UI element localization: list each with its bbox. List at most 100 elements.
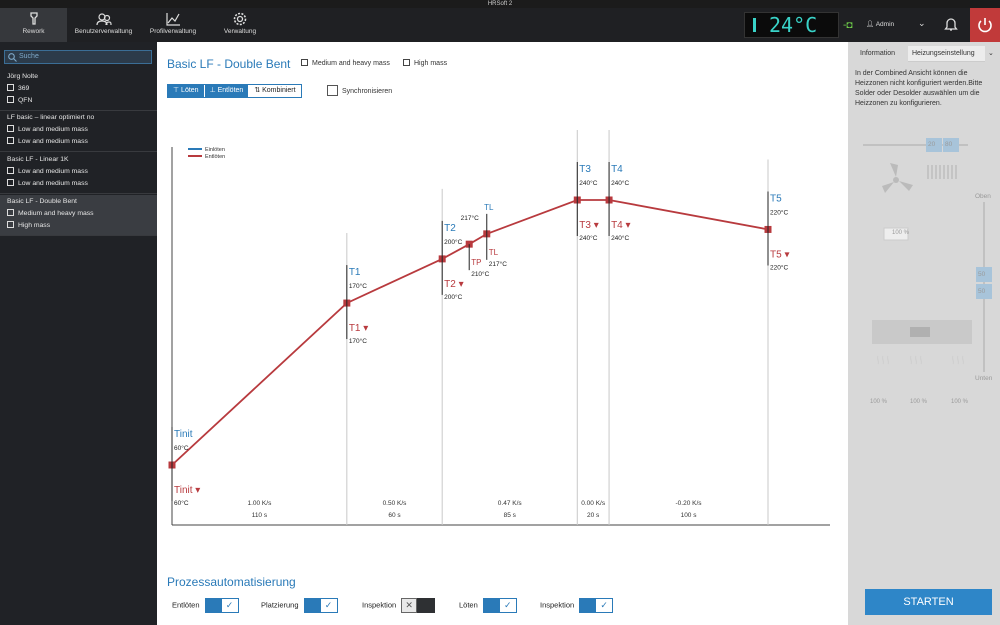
upper-label-t4: T4 bbox=[611, 164, 623, 175]
tab-label: Information bbox=[860, 50, 896, 57]
toggle-switch[interactable]: ✕ bbox=[401, 598, 436, 613]
nav-benutzerverwaltung[interactable]: Benutzerverwaltung bbox=[67, 8, 140, 42]
bottom-label: Unten bbox=[975, 375, 993, 382]
automation-toggle-item: Inspektion ✕ bbox=[362, 598, 436, 613]
tab-loeten[interactable]: ⊤ Löten bbox=[168, 85, 205, 97]
segment-rate: 0.00 K/s bbox=[581, 500, 606, 507]
chip-icon bbox=[7, 179, 14, 186]
chip-icon bbox=[7, 96, 14, 103]
toggle-switch[interactable]: ✓ bbox=[482, 598, 517, 613]
tab-kombiniert[interactable]: ⇅ Kombiniert bbox=[249, 85, 301, 97]
profile-sidebar: Suche Jörg Nolte 369 QFN LF basic – linear … bbox=[0, 42, 157, 625]
tab-information[interactable]: Information bbox=[848, 46, 908, 62]
legend-label: Entlöten bbox=[205, 154, 225, 160]
chip-icon bbox=[7, 221, 14, 228]
segment-time: 85 s bbox=[504, 512, 517, 519]
user-icon: 👤︎ bbox=[866, 21, 875, 28]
toggle-label: Löten bbox=[459, 600, 478, 610]
profile-meta-high: High mass bbox=[403, 59, 447, 67]
toggle-switch[interactable]: ✓ bbox=[579, 598, 614, 613]
chip-icon bbox=[7, 167, 14, 174]
nav-profilverwaltung[interactable]: Profilverwaltung bbox=[140, 8, 206, 42]
search-input[interactable]: Suche bbox=[4, 50, 152, 64]
checkbox-box[interactable] bbox=[327, 85, 338, 96]
profile-detail: Low and medium mass bbox=[7, 137, 88, 145]
profile-item[interactable]: Basic LF - Double Bent Medium and heavy m… bbox=[0, 195, 157, 236]
toggle-label: Platzierung bbox=[261, 600, 299, 610]
swap-icon: ⇅ bbox=[254, 87, 263, 94]
profile-meta-mass: Medium and heavy mass bbox=[301, 59, 390, 67]
temperature-display: 24°C bbox=[744, 12, 839, 38]
tab-label: Heizungseinstellung bbox=[912, 50, 975, 57]
upper-label-t2: T2 bbox=[444, 223, 456, 234]
mode-label: Löten bbox=[181, 87, 199, 94]
user-menu[interactable]: 👤︎ Admin bbox=[866, 20, 894, 28]
tool-icon bbox=[29, 12, 38, 25]
nav-verwaltung[interactable]: Verwaltung bbox=[206, 8, 274, 42]
profile-item[interactable]: Jörg Nolte 369 QFN bbox=[0, 70, 157, 111]
nav-label: Rework bbox=[22, 28, 45, 35]
toggle-label: Entlöten bbox=[172, 600, 200, 610]
profile-detail: Medium and heavy mass bbox=[7, 209, 94, 217]
solder-icon: ⊤ bbox=[173, 87, 182, 94]
profile-detail-text: QFN bbox=[18, 97, 33, 104]
chevron-down-icon[interactable]: ⌄ bbox=[918, 18, 926, 28]
profile-detail: Low and medium mass bbox=[7, 167, 88, 175]
tab-heizungseinstellung[interactable]: Heizungseinstellung bbox=[908, 46, 985, 62]
sync-checkbox[interactable]: Synchronisieren bbox=[327, 85, 392, 96]
upper-label-tinit: Tinit bbox=[174, 429, 193, 440]
chart-icon bbox=[166, 13, 180, 26]
lower-label-t2: T2 ▾ bbox=[444, 279, 463, 290]
upper-label-t1: T1 bbox=[349, 267, 361, 278]
upper-label-tl: TL bbox=[484, 203, 494, 212]
lower-label-tinit: Tinit ▾ bbox=[174, 485, 200, 496]
chip-icon bbox=[403, 59, 410, 66]
profile-detail-text: Medium and heavy mass bbox=[18, 210, 94, 217]
segment-time: 20 s bbox=[587, 512, 600, 519]
automation-title: Prozessautomatisierung bbox=[167, 575, 296, 589]
profile-item[interactable]: Basic LF - Linear 1K Low and medium mass L… bbox=[0, 153, 157, 194]
bell-icon[interactable] bbox=[944, 16, 958, 32]
right-tabs: Information Heizungseinstellung ⌄ bbox=[848, 46, 1000, 62]
page-title: Basic LF - Double Bent bbox=[167, 57, 291, 71]
profile-detail: QFN bbox=[7, 96, 32, 104]
automation-toggle-item: Platzierung ✓ bbox=[261, 598, 338, 613]
lower-value-tinit: 60°C bbox=[174, 499, 189, 507]
profile-detail: Low and medium mass bbox=[7, 179, 88, 187]
upper-value-t5: 220°C bbox=[770, 208, 788, 216]
profile-item[interactable]: LF basic – linear optimiert no Low and me… bbox=[0, 111, 157, 152]
profile-name: LF basic – linear optimiert no bbox=[7, 114, 95, 121]
profile-detail-text: High mass bbox=[18, 222, 51, 229]
profile-detail-text: Low and medium mass bbox=[18, 126, 88, 133]
legend-label: Einlöten bbox=[205, 147, 225, 153]
tab-entloeten[interactable]: ⊥ Entlöten bbox=[204, 85, 250, 97]
meta-label: Medium and heavy mass bbox=[312, 60, 390, 67]
chip-icon bbox=[7, 137, 14, 144]
profile-detail-text: 369 bbox=[18, 85, 30, 92]
lower-value-t2: 200°C bbox=[444, 293, 462, 301]
toggle-switch[interactable]: ✓ bbox=[303, 598, 338, 613]
vertical-value-bottom: 50 bbox=[978, 288, 986, 295]
power-button[interactable] bbox=[970, 8, 1000, 42]
profile-detail: Low and medium mass bbox=[7, 125, 88, 133]
chevron-down-icon[interactable]: ⌄ bbox=[988, 50, 994, 57]
lower-label-t5: T5 ▾ bbox=[770, 249, 789, 260]
nav-rework[interactable]: Rework bbox=[0, 8, 67, 42]
automation-toggle-item: Inspektion ✓ bbox=[540, 598, 614, 613]
segment-rate: 0.50 K/s bbox=[383, 500, 408, 507]
segment-time: 110 s bbox=[252, 512, 268, 519]
mode-label: Entlöten bbox=[217, 87, 244, 94]
fan-icon bbox=[882, 163, 913, 193]
upper-label-t3: T3 bbox=[579, 164, 591, 175]
toggle-label: Inspektion bbox=[362, 600, 397, 610]
upper-value-tinit: 60°C bbox=[174, 444, 189, 452]
toggle-switch[interactable]: ✓ bbox=[204, 598, 239, 613]
user-name: Admin bbox=[875, 21, 895, 28]
lower-label-t1: T1 ▾ bbox=[349, 323, 368, 334]
chip-icon bbox=[7, 125, 14, 132]
start-button[interactable]: STARTEN bbox=[865, 589, 992, 615]
lower-value-t3: 240°C bbox=[579, 234, 597, 242]
lower-value-tl: 217°C bbox=[489, 260, 507, 268]
desolder-icon: ⊥ bbox=[209, 87, 218, 94]
heater-config-graphic bbox=[863, 138, 992, 372]
